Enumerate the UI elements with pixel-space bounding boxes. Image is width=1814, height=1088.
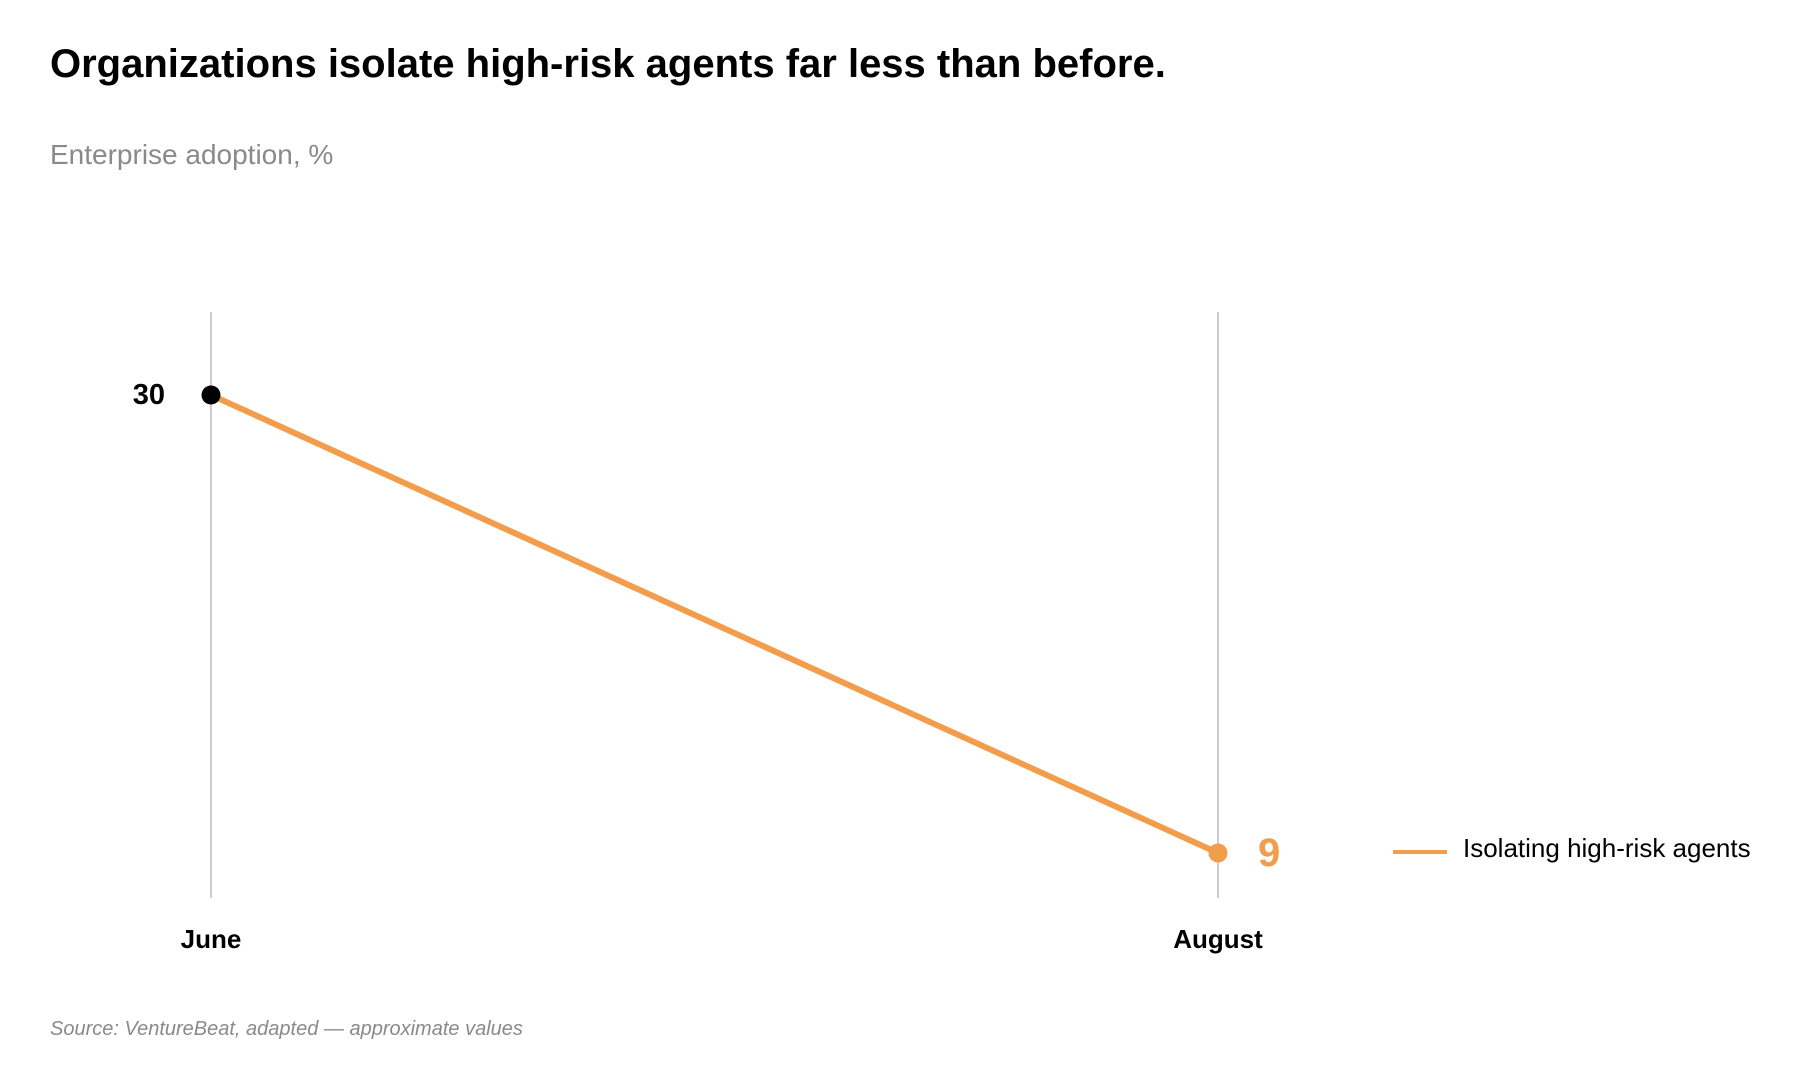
chart-title: Organizations isolate high-risk agents f… (50, 42, 1166, 86)
value-label-august: 9 (1258, 831, 1280, 875)
series-line (208, 392, 1221, 856)
value-label-june: 30 (133, 379, 165, 411)
legend-label: Isolating high-risk agents (1463, 833, 1751, 863)
chart-subtitle: Enterprise adoption, % (50, 139, 334, 170)
tick-label-june: June (181, 924, 242, 954)
tick-label-august: August (1173, 924, 1263, 954)
data-point-june (201, 385, 221, 405)
legend-swatch (1393, 850, 1447, 854)
source-note: Source: VentureBeat, adapted — approxima… (50, 1018, 523, 1040)
data-point-august (1208, 843, 1228, 863)
